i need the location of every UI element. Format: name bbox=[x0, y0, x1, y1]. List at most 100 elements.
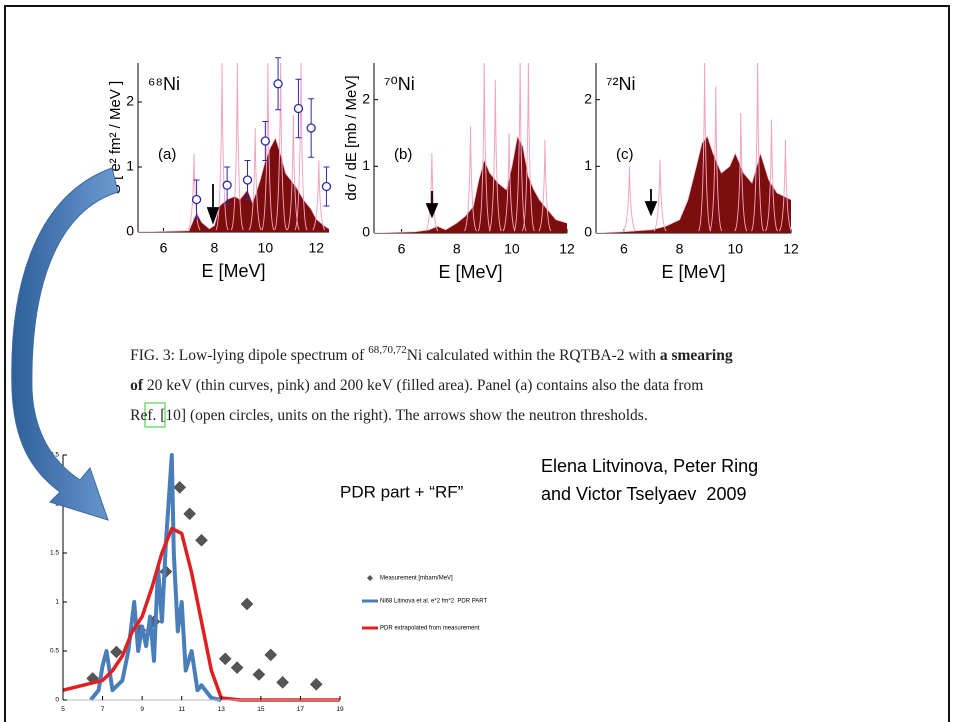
panel-label: (c) bbox=[616, 146, 634, 163]
y-tick-label: 0 bbox=[584, 224, 592, 240]
plot-bg bbox=[43, 450, 463, 720]
caption-text: FIG. 3: Low-lying dipole spectrum of bbox=[130, 347, 368, 364]
y-tick-label: 2 bbox=[126, 93, 134, 109]
y-tick-label: 2.5 bbox=[50, 452, 59, 459]
caption-sup: 68,70,72 bbox=[368, 344, 407, 356]
x-tick-label: 10 bbox=[727, 241, 743, 257]
spike bbox=[312, 160, 326, 231]
measurement-point bbox=[110, 645, 123, 659]
spike bbox=[751, 63, 765, 232]
x-tick-label: 6 bbox=[160, 240, 168, 256]
x-tick-label: 12 bbox=[308, 240, 324, 256]
y-tick-label: 0 bbox=[126, 223, 134, 239]
spike bbox=[513, 63, 527, 232]
spike bbox=[187, 153, 201, 231]
legend-marker bbox=[367, 575, 373, 581]
spike bbox=[653, 159, 667, 232]
spike bbox=[502, 132, 516, 232]
measurement-point bbox=[240, 597, 254, 611]
caption-line: Ref. [10] (open circles, units on the ri… bbox=[103, 407, 667, 424]
spike bbox=[698, 63, 712, 232]
filled-area bbox=[596, 136, 791, 233]
x-tick-label: 13 bbox=[218, 706, 226, 713]
measurement-point bbox=[264, 648, 278, 662]
y-tick-label: 2 bbox=[584, 90, 592, 106]
y-tick-label: 1 bbox=[584, 157, 592, 173]
x-tick-label: 11 bbox=[178, 706, 185, 713]
measurement-point bbox=[252, 668, 266, 681]
data-point bbox=[242, 175, 253, 185]
panel-title: ⁷²Ni bbox=[606, 74, 636, 94]
threshold-arrows bbox=[206, 184, 658, 225]
data-point bbox=[260, 136, 270, 146]
note: PDR part + “RF” bbox=[340, 482, 464, 501]
curved-arrow bbox=[11, 167, 119, 521]
x-tick-label: 7 bbox=[101, 706, 105, 713]
spike bbox=[425, 152, 439, 232]
spike bbox=[622, 166, 636, 232]
chart: Measurement [mbarn/MeV] Ni68 Litinova et … bbox=[43, 450, 487, 720]
x-tick-label: 8 bbox=[211, 240, 219, 256]
x-tick-label: 10 bbox=[504, 241, 520, 257]
spike bbox=[488, 79, 502, 232]
data-point bbox=[293, 103, 304, 114]
area-outline bbox=[596, 135, 791, 233]
ref-box bbox=[144, 402, 166, 428]
caption-text: Ref. bbox=[130, 407, 160, 424]
x-axis-label: E [MeV] bbox=[201, 261, 265, 281]
y-tick-label: 1.5 bbox=[50, 550, 59, 557]
measurement-point bbox=[195, 533, 208, 547]
caption-text: Ni calculated within the RQTBA-2 with bbox=[407, 347, 660, 364]
spike bbox=[230, 63, 244, 231]
legend-label: Measurement [mbarn/MeV] bbox=[380, 576, 453, 582]
arrow-head bbox=[644, 201, 658, 217]
y-tick-label: 1 bbox=[126, 158, 134, 174]
spike bbox=[286, 114, 300, 231]
panel-label: (b) bbox=[394, 146, 412, 163]
x-tick-label: 19 bbox=[336, 706, 344, 713]
x-axis-label: E [MeV] bbox=[438, 262, 502, 282]
data-point bbox=[191, 194, 202, 205]
slide-frame bbox=[4, 5, 950, 722]
x-tick-label: 15 bbox=[257, 706, 265, 713]
x-tick-label: 6 bbox=[398, 241, 406, 257]
series-line bbox=[62, 526, 340, 702]
panel-title: ⁷⁰Ni bbox=[384, 74, 415, 94]
plot bbox=[374, 63, 567, 233]
spike bbox=[477, 63, 491, 232]
x-tick-label: 8 bbox=[453, 241, 461, 257]
y-axis-label: S [ e² fm² / MeV ] bbox=[107, 81, 124, 194]
series-line bbox=[89, 453, 222, 702]
caption-text: 20 keV (thin curves, pink) and 200 keV (… bbox=[143, 377, 703, 394]
x-tick-label: 12 bbox=[559, 241, 575, 257]
data-point bbox=[273, 79, 283, 89]
y-tick-label: 2 bbox=[362, 90, 370, 106]
data-point bbox=[321, 181, 332, 192]
measurement-point bbox=[309, 677, 323, 691]
caption-line: of 20 keV (thin curves, pink) and 200 ke… bbox=[103, 377, 723, 394]
x-tick-label: 9 bbox=[140, 706, 144, 713]
spike bbox=[765, 119, 778, 232]
spike bbox=[464, 126, 477, 232]
measurement-point bbox=[173, 480, 187, 494]
x-axis-label: E [MeV] bbox=[661, 262, 725, 282]
spike bbox=[215, 63, 229, 231]
spike bbox=[778, 139, 791, 232]
x-tick-label: 10 bbox=[258, 240, 274, 256]
caption-ref[interactable]: [10] bbox=[160, 407, 186, 424]
spike bbox=[248, 127, 262, 231]
x-tick-label: 12 bbox=[783, 241, 799, 257]
data-point bbox=[306, 123, 316, 133]
x-tick-label: 17 bbox=[297, 706, 305, 713]
panel-label: (a) bbox=[158, 146, 176, 163]
y-tick-label: 0 bbox=[362, 224, 370, 240]
caption-text: (open circles, units on the right). The … bbox=[186, 407, 648, 424]
measurement-point bbox=[230, 661, 244, 675]
y-tick-label: 1 bbox=[55, 599, 59, 606]
y-axis-label: dσ / dE [mb / MeV] bbox=[343, 75, 360, 200]
x-tick-label: 6 bbox=[620, 241, 628, 257]
